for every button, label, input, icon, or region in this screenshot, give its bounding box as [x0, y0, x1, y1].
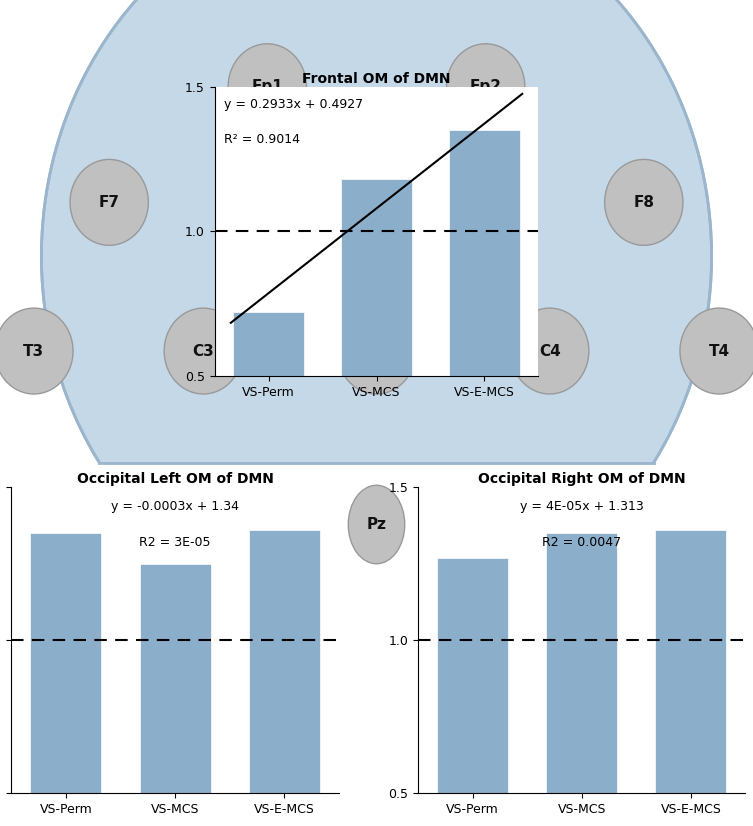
Bar — [233, 312, 303, 520]
Ellipse shape — [352, 776, 401, 823]
Text: C4: C4 — [539, 344, 560, 358]
Bar — [655, 530, 727, 826]
Bar — [0, 463, 753, 826]
Text: y = 4E-05x + 1.313: y = 4E-05x + 1.313 — [520, 500, 644, 513]
Bar — [139, 564, 211, 826]
Text: T4: T4 — [709, 344, 730, 358]
Circle shape — [70, 159, 148, 245]
Bar — [437, 558, 508, 826]
Text: Fp2: Fp2 — [470, 79, 501, 94]
Circle shape — [511, 308, 589, 394]
Bar — [30, 534, 102, 826]
Text: Fp1: Fp1 — [252, 79, 283, 94]
Circle shape — [605, 159, 683, 245]
Circle shape — [0, 308, 73, 394]
Bar — [248, 530, 320, 826]
Circle shape — [680, 308, 753, 394]
Ellipse shape — [348, 485, 405, 563]
Text: y = -0.0003x + 1.34: y = -0.0003x + 1.34 — [111, 500, 239, 513]
Circle shape — [447, 44, 525, 130]
Text: R2 = 0.0047: R2 = 0.0047 — [542, 536, 621, 549]
Text: F7: F7 — [99, 195, 120, 210]
Title: Occipital Left OM of DMN: Occipital Left OM of DMN — [77, 472, 273, 487]
Bar — [450, 130, 520, 520]
Text: C3: C3 — [193, 344, 214, 358]
Title: Occipital Right OM of DMN: Occipital Right OM of DMN — [478, 472, 685, 487]
Text: y = 0.2933x + 0.4927: y = 0.2933x + 0.4927 — [224, 98, 364, 112]
Bar — [546, 534, 617, 826]
Text: F8: F8 — [633, 195, 654, 210]
Text: R2 = 3E-05: R2 = 3E-05 — [139, 536, 211, 549]
Circle shape — [41, 0, 712, 624]
Bar — [341, 179, 412, 520]
Text: Cz: Cz — [367, 344, 386, 358]
Circle shape — [337, 308, 416, 394]
Text: R² = 0.9014: R² = 0.9014 — [224, 133, 300, 146]
Title: Frontal OM of DMN: Frontal OM of DMN — [302, 72, 451, 86]
Circle shape — [164, 308, 242, 394]
Text: Pz: Pz — [367, 517, 386, 532]
Text: T3: T3 — [23, 344, 44, 358]
Circle shape — [228, 44, 306, 130]
